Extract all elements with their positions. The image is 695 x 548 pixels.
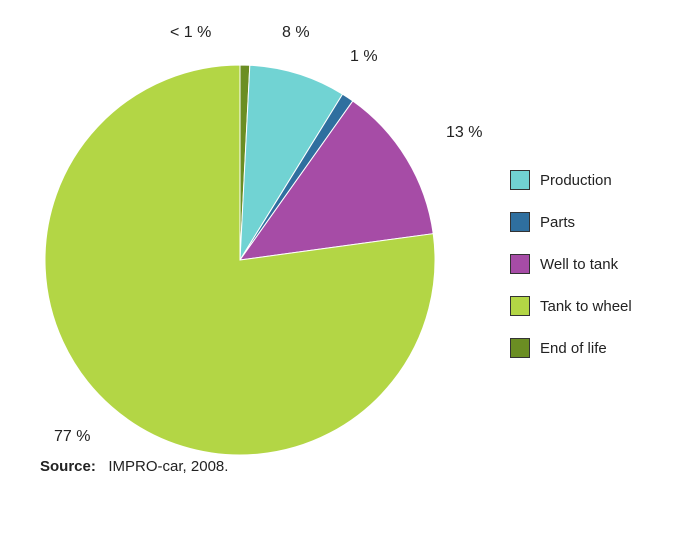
legend-label: Parts: [540, 214, 575, 231]
legend-swatch: [510, 212, 530, 232]
pie-chart: [40, 60, 440, 465]
pie-chart-area: < 1 % 8 % 1 % 13 % 77 % Production Parts Well …: [20, 20, 675, 490]
slice-label-production: 8 %: [282, 24, 310, 42]
source-text: IMPRO-car, 2008.: [108, 458, 228, 475]
legend-item-tank-to-wheel: Tank to wheel: [510, 296, 632, 316]
legend-label: Production: [540, 172, 612, 189]
legend: Production Parts Well to tank Tank to wheel…: [510, 170, 632, 380]
legend-swatch: [510, 170, 530, 190]
legend-item-parts: Parts: [510, 212, 632, 232]
legend-swatch: [510, 254, 530, 274]
legend-item-production: Production: [510, 170, 632, 190]
legend-item-end-of-life: End of life: [510, 338, 632, 358]
source-line: Source: IMPRO-car, 2008.: [40, 458, 228, 475]
legend-label: Well to tank: [540, 256, 618, 273]
slice-label-well-to-tank: 13 %: [446, 124, 482, 142]
slice-label-tank-to-wheel: 77 %: [54, 428, 90, 446]
slice-label-parts: 1 %: [350, 48, 378, 66]
legend-label: Tank to wheel: [540, 298, 632, 315]
legend-swatch: [510, 338, 530, 358]
legend-swatch: [510, 296, 530, 316]
slice-label-end-of-life: < 1 %: [170, 24, 211, 42]
legend-label: End of life: [540, 340, 607, 357]
legend-item-well-to-tank: Well to tank: [510, 254, 632, 274]
source-label: Source:: [40, 458, 96, 475]
